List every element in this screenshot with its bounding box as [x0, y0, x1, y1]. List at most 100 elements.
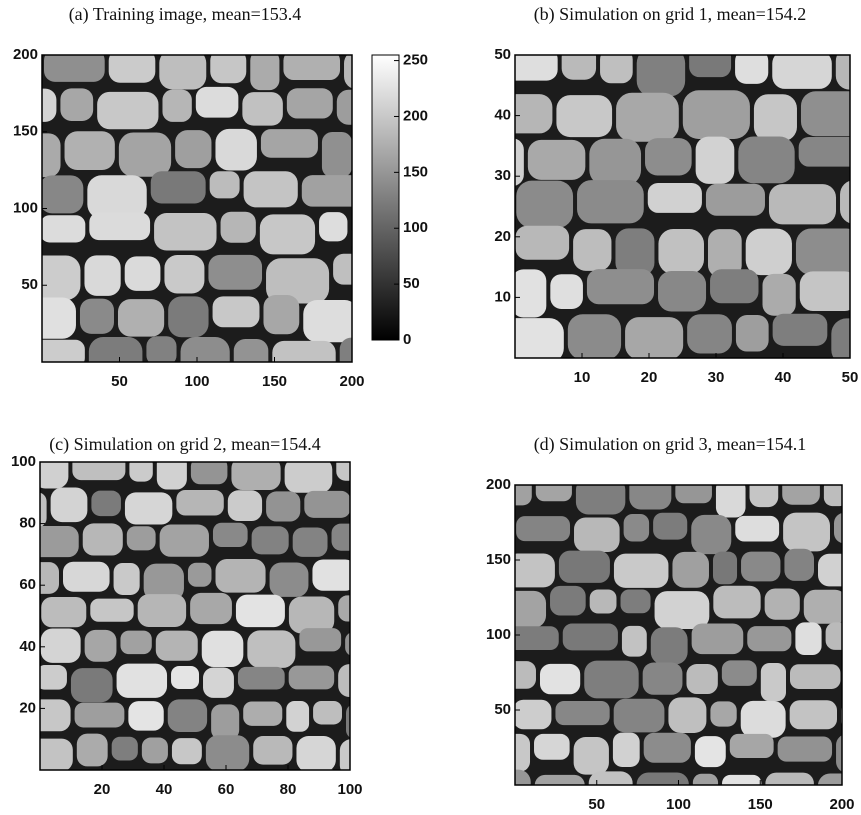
texture-stone [87, 175, 146, 218]
texture-stone [159, 50, 206, 90]
texture-stone [614, 699, 665, 733]
texture-stone [247, 630, 295, 668]
texture-stone [658, 271, 706, 312]
x-tick-label: 100 [337, 781, 362, 798]
texture-stone [499, 591, 546, 628]
texture-stone [556, 95, 612, 137]
texture-stone [154, 213, 216, 250]
texture-stone [63, 562, 110, 592]
texture-stone [691, 515, 731, 554]
texture-stone [156, 631, 198, 661]
texture-stone [658, 229, 704, 274]
texture-stone [44, 49, 105, 81]
texture-stone [559, 551, 610, 583]
texture-stone [208, 255, 262, 290]
x-tick-label: 50 [588, 796, 605, 813]
texture-stone [746, 229, 792, 276]
texture-stone [175, 130, 211, 168]
texture-stone [236, 595, 285, 627]
texture-stone [238, 667, 285, 690]
colorbar-tick-label: 100 [403, 219, 428, 236]
texture-stone [512, 269, 547, 317]
texture-stone [23, 340, 85, 368]
x-tick-label: 20 [94, 781, 111, 798]
texture-stone [210, 171, 240, 198]
texture-stone [736, 315, 769, 352]
texture-stone [28, 297, 75, 338]
texture-stone [337, 90, 377, 125]
colorbar-tick-label: 50 [403, 275, 420, 292]
texture-stone [713, 552, 737, 585]
texture-stone [550, 586, 586, 616]
texture-stone [710, 269, 758, 303]
texture-stone [692, 623, 744, 654]
texture-stone [653, 513, 687, 540]
texture-stone [211, 704, 239, 739]
texture-stone [513, 700, 551, 729]
texture-stone [72, 455, 125, 481]
texture-stone [629, 476, 671, 510]
texture-stone [178, 773, 219, 795]
texture-stone [270, 562, 309, 596]
texture-stone [668, 697, 706, 733]
texture-stone [286, 701, 309, 732]
y-tick-label: 40 [19, 638, 36, 655]
texture-stone [114, 563, 140, 595]
texture-stone [574, 737, 609, 775]
texture-stone [85, 630, 117, 662]
texture-stone [345, 632, 393, 656]
texture-stone [562, 46, 596, 80]
texture-stone [60, 88, 93, 121]
texture-stone [795, 622, 821, 655]
y-tick-label: 40 [494, 107, 511, 124]
texture-stone [97, 92, 158, 129]
texture-stone [142, 738, 168, 764]
texture-stone [260, 214, 315, 254]
texture-stone [535, 775, 585, 805]
x-tick-label: 30 [708, 369, 725, 386]
texture-stone [747, 626, 791, 651]
texture-stone [160, 524, 209, 556]
texture-stone [754, 94, 797, 141]
texture-stone [168, 699, 207, 732]
texture-stone [138, 594, 186, 627]
texture-stone [761, 663, 786, 701]
texture-stone [299, 628, 341, 651]
texture-stone [39, 175, 83, 213]
texture-stone [841, 700, 861, 732]
texture-stone [550, 274, 583, 309]
texture-stone [644, 733, 691, 763]
texture-stone [722, 660, 757, 685]
texture-stone [686, 664, 717, 694]
texture-stone [287, 88, 333, 118]
texture-stone [790, 664, 840, 689]
texture-stone [693, 774, 718, 805]
texture-stone [289, 597, 334, 634]
texture-stone [285, 458, 333, 493]
texture-stone [289, 666, 334, 690]
texture-stone [563, 623, 618, 650]
texture-stone [555, 701, 609, 725]
y-tick-label: 20 [19, 699, 36, 716]
x-tick-label: 100 [666, 796, 691, 813]
texture-stone [338, 595, 367, 621]
texture-stone [84, 255, 120, 295]
x-tick-label: 100 [184, 373, 209, 390]
texture-stone [741, 701, 786, 738]
texture-stone [651, 627, 688, 664]
texture-stone [228, 490, 262, 521]
y-tick-label: 10 [494, 288, 511, 305]
texture-stone [340, 338, 382, 373]
texture-stone [683, 90, 750, 139]
texture-stone [125, 256, 161, 291]
texture-stone [90, 599, 133, 622]
x-tick-label: 150 [748, 796, 773, 813]
texture-stone [118, 299, 164, 336]
texture-stone [784, 549, 814, 581]
texture-stone [80, 299, 114, 334]
texture-stone [157, 454, 187, 490]
y-tick-label: 100 [486, 626, 511, 643]
texture-stone [672, 552, 709, 588]
texture-stone [648, 183, 702, 213]
texture-stone [168, 296, 208, 337]
